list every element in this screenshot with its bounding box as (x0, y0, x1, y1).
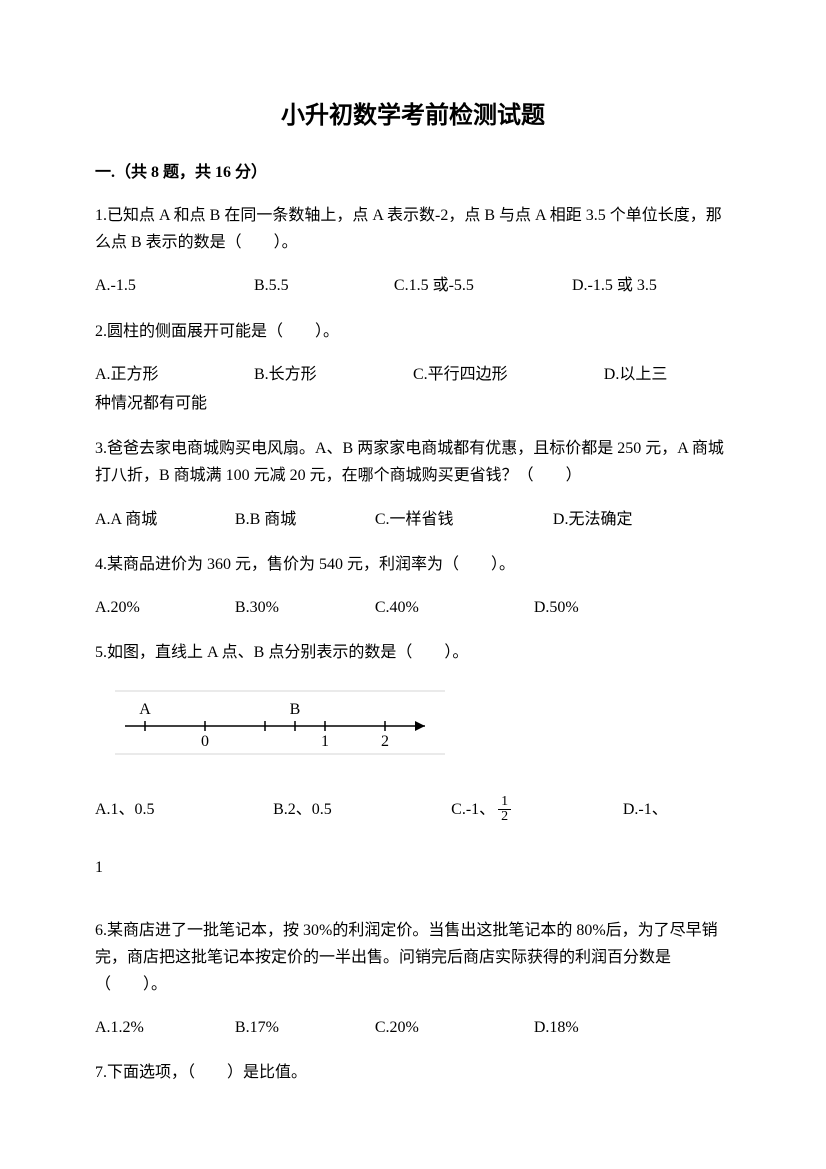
q4-opt-c: C.40% (375, 594, 534, 621)
numberline-tick-0: 0 (201, 733, 209, 750)
question-5-text: 5.如图，直线上 A 点、B 点分别表示的数是（ ）。 (95, 639, 731, 666)
question-6-text: 6.某商店进了一批笔记本，按 30%的利润定价。当售出这批笔记本的 80%后，为… (95, 917, 731, 999)
number-line-diagram: A B 0 1 2 (95, 686, 731, 765)
section-header: 一.（共 8 题，共 16 分） (95, 158, 731, 182)
q5-opt-b: B.2、0.5 (273, 795, 451, 824)
question-3-options: A.A 商城 B.B 商城 C.一样省钱 D.无法确定 (95, 506, 731, 533)
question-2-text: 2.圆柱的侧面展开可能是（ ）。 (95, 318, 731, 345)
question-7-text: 7.下面选项，（ ）是比值。 (95, 1059, 731, 1086)
numberline-label-b: B (290, 701, 301, 718)
question-1-text: 1.已知点 A 和点 B 在同一条数轴上，点 A 表示数-2，点 B 与点 A … (95, 202, 731, 256)
question-5-options: A.1、0.5 B.2、0.5 C.-1、 1 2 D.-1、 (95, 795, 731, 824)
fraction-icon: 1 2 (498, 795, 511, 824)
q6-opt-d: D.18% (534, 1014, 693, 1041)
question-4-options: A.20% B.30% C.40% D.50% (95, 594, 731, 621)
q6-opt-a: A.1.2% (95, 1014, 235, 1041)
q1-opt-b: B.5.5 (254, 272, 394, 299)
question-1: 1.已知点 A 和点 B 在同一条数轴上，点 A 表示数-2，点 B 与点 A … (95, 202, 731, 300)
question-6: 6.某商店进了一批笔记本，按 30%的利润定价。当售出这批笔记本的 80%后，为… (95, 917, 731, 1042)
q5-opt-d: D.-1、 (623, 795, 731, 824)
q6-opt-c: C.20% (375, 1014, 534, 1041)
q4-opt-b: B.30% (235, 594, 375, 621)
q6-opt-b: B.17% (235, 1014, 375, 1041)
q4-opt-d: D.50% (534, 594, 693, 621)
q2-opt-c: C.平行四边形 (413, 361, 604, 388)
question-3: 3.爸爸去家电商城购买电风扇。A、B 两家家电商城都有优惠，且标价都是 250 … (95, 435, 731, 533)
q4-opt-a: A.20% (95, 594, 235, 621)
question-2-options: A.正方形 B.长方形 C.平行四边形 D.以上三 种情况都有可能 (95, 361, 731, 417)
numberline-tick-2: 2 (381, 733, 389, 750)
q5-extra-line: 1 (95, 854, 731, 881)
q3-opt-c: C.一样省钱 (375, 506, 553, 533)
numberline-label-a: A (139, 701, 151, 718)
q1-opt-a: A.-1.5 (95, 272, 254, 299)
numberline-tick-1: 1 (321, 733, 329, 750)
q1-opt-d: D.-1.5 或 3.5 (572, 272, 731, 299)
q3-opt-d: D.无法确定 (553, 506, 712, 533)
q1-opt-c: C.1.5 或-5.5 (394, 272, 572, 299)
q5-opt-c: C.-1、 1 2 (451, 795, 623, 824)
q3-opt-a: A.A 商城 (95, 506, 235, 533)
question-2: 2.圆柱的侧面展开可能是（ ）。 A.正方形 B.长方形 C.平行四边形 D.以… (95, 318, 731, 418)
question-1-options: A.-1.5 B.5.5 C.1.5 或-5.5 D.-1.5 或 3.5 (95, 272, 731, 299)
q2-opt-b: B.长方形 (254, 361, 413, 388)
question-4-text: 4.某商品进价为 360 元，售价为 540 元，利润率为（ ）。 (95, 551, 731, 578)
question-3-text: 3.爸爸去家电商城购买电风扇。A、B 两家家电商城都有优惠，且标价都是 250 … (95, 435, 731, 489)
question-4: 4.某商品进价为 360 元，售价为 540 元，利润率为（ ）。 A.20% … (95, 551, 731, 621)
question-6-options: A.1.2% B.17% C.20% D.18% (95, 1014, 731, 1041)
q2-opt-d-1: D.以上三 (604, 361, 731, 388)
q5-opt-a: A.1、0.5 (95, 795, 273, 824)
q2-opt-a: A.正方形 (95, 361, 254, 388)
page-title: 小升初数学考前检测试题 (95, 95, 731, 130)
question-7: 7.下面选项，（ ）是比值。 (95, 1059, 731, 1086)
q2-opt-d-2: 种情况都有可能 (95, 390, 731, 417)
question-5: 5.如图，直线上 A 点、B 点分别表示的数是（ ）。 A B 0 1 2 (95, 639, 731, 882)
q3-opt-b: B.B 商城 (235, 506, 375, 533)
